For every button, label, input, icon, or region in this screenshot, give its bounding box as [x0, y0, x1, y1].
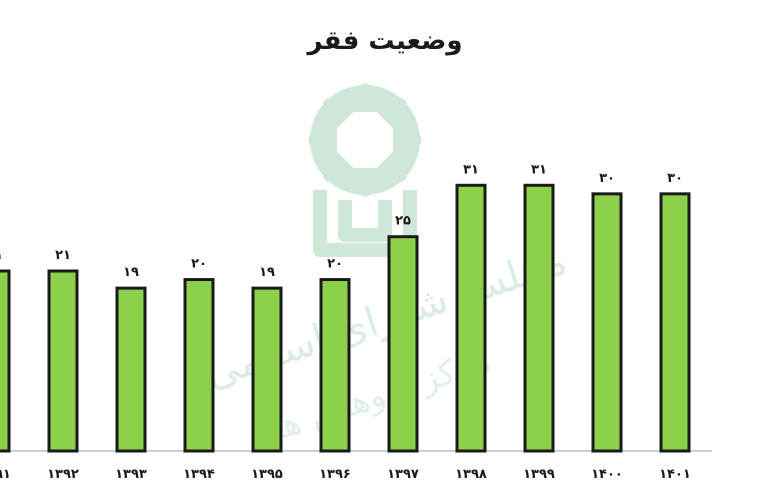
- value-label-2: ۱۹: [123, 265, 139, 280]
- value-label-10: ۳۰: [667, 171, 683, 186]
- tick-labels-group: ۱۳۹۱ ۱۳۹۲ ۱۳۹۳ ۱۳۹۴ ۱۳۹۵ ۱۳۹۶ ۱۳۹۷ ۱۳۹۸ ۱۳۹۹ ۱۴۰۰…: [0, 467, 691, 482]
- tick-label-3: ۱۳۹۴: [183, 467, 215, 482]
- value-label-8: ۳۱: [531, 162, 547, 177]
- bars-group: [0, 183, 691, 453]
- bar-6: [387, 235, 419, 453]
- value-label-4: ۱۹: [259, 265, 275, 280]
- tick-label-8: ۱۳۹۹: [523, 467, 555, 482]
- bar-2: [115, 286, 147, 453]
- tick-label-1: ۱۳۹۲: [47, 467, 79, 482]
- tick-label-10: ۱۴۰۱: [659, 467, 691, 482]
- tick-label-0: ۱۳۹۱: [0, 467, 11, 482]
- value-label-5: ۲۰: [327, 257, 343, 272]
- bar-3: [183, 278, 215, 453]
- value-label-9: ۳۰: [599, 171, 615, 186]
- tick-label-7: ۱۳۹۸: [455, 467, 487, 482]
- tick-label-2: ۱۳۹۳: [115, 467, 147, 482]
- tick-label-6: ۱۳۹۷: [387, 467, 419, 482]
- bar-5: [319, 278, 351, 453]
- value-label-1: ۲۱: [55, 248, 71, 263]
- value-label-3: ۲۰: [191, 257, 207, 272]
- bar-10: [659, 192, 691, 453]
- bar-0: [0, 269, 11, 453]
- tick-label-4: ۱۳۹۵: [251, 467, 283, 482]
- bar-8: [523, 183, 555, 453]
- value-labels-group: ۲۱ ۲۱ ۱۹ ۲۰ ۱۹ ۲۰ ۲۵ ۳۱ ۳۱ ۳۰ ۳۰: [0, 162, 683, 280]
- bar-1: [47, 269, 79, 453]
- chart-title: وضعیت فقر: [307, 26, 463, 56]
- bar-7: [455, 183, 487, 453]
- bar-4: [251, 286, 283, 453]
- value-label-6: ۲۵: [395, 214, 411, 229]
- value-label-0: ۲۱: [0, 248, 3, 263]
- tick-label-9: ۱۴۰۰: [591, 467, 623, 482]
- bar-9: [591, 192, 623, 453]
- tick-label-5: ۱۳۹۶: [319, 467, 351, 482]
- value-label-7: ۳۱: [463, 162, 479, 177]
